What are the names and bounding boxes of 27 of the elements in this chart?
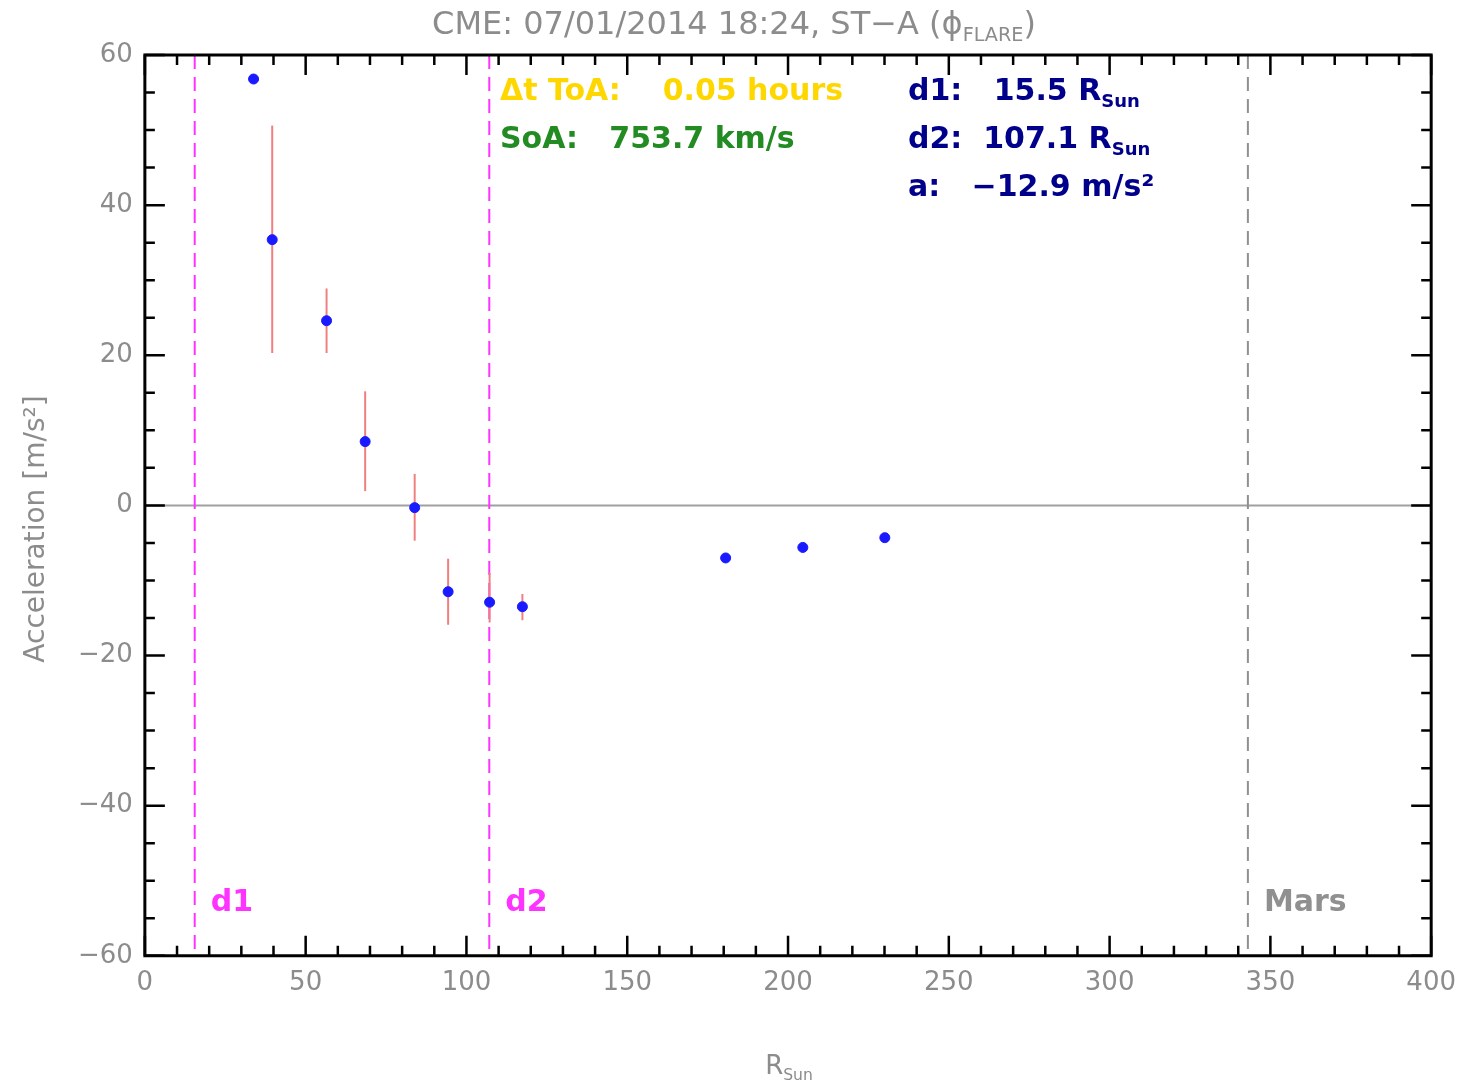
y-tick-label: −40 bbox=[77, 788, 133, 819]
y-tick-label: 60 bbox=[99, 37, 133, 68]
x-tick-label: 350 bbox=[1245, 966, 1296, 997]
annotation: d2: 107.1 R$_{Sun}$ bbox=[908, 120, 1151, 159]
y-axis-title: Acceleration [m/s²] bbox=[17, 395, 51, 663]
annotation: a: −12.9 m/s² bbox=[908, 168, 1155, 203]
annotation: Δt ToA: 0.05 hours bbox=[500, 72, 844, 107]
chart-title: CME: 07/01/2014 18:24, ST−A (ϕ$_{FLARE}$) bbox=[432, 4, 1036, 47]
y-tick-label: 40 bbox=[99, 187, 133, 218]
y-tick-label: 20 bbox=[99, 338, 133, 369]
x-axis-title: R$_{Sun}$ bbox=[764, 1050, 814, 1085]
x-tick-label: 50 bbox=[289, 966, 323, 997]
y-tick-label: −20 bbox=[77, 638, 133, 669]
y-tick-label: 0 bbox=[116, 488, 133, 519]
ref-line-label: Mars bbox=[1263, 882, 1347, 918]
ref-line-label: d1 bbox=[210, 882, 254, 918]
x-tick-label: 250 bbox=[924, 966, 974, 997]
x-tick-label: 100 bbox=[441, 966, 492, 997]
x-tick-label: 200 bbox=[763, 966, 813, 997]
x-tick-label: 400 bbox=[1406, 966, 1457, 997]
annotation: d1: 15.5 R$_{Sun}$ bbox=[908, 72, 1140, 111]
x-tick-label: 300 bbox=[1084, 966, 1135, 997]
x-tick-label: 0 bbox=[136, 966, 154, 997]
y-tick-label: −60 bbox=[77, 938, 133, 969]
x-tick-label: 150 bbox=[602, 966, 653, 997]
annotation: SoA: 753.7 km/s bbox=[500, 120, 795, 155]
ref-line-label: d2 bbox=[505, 882, 548, 918]
